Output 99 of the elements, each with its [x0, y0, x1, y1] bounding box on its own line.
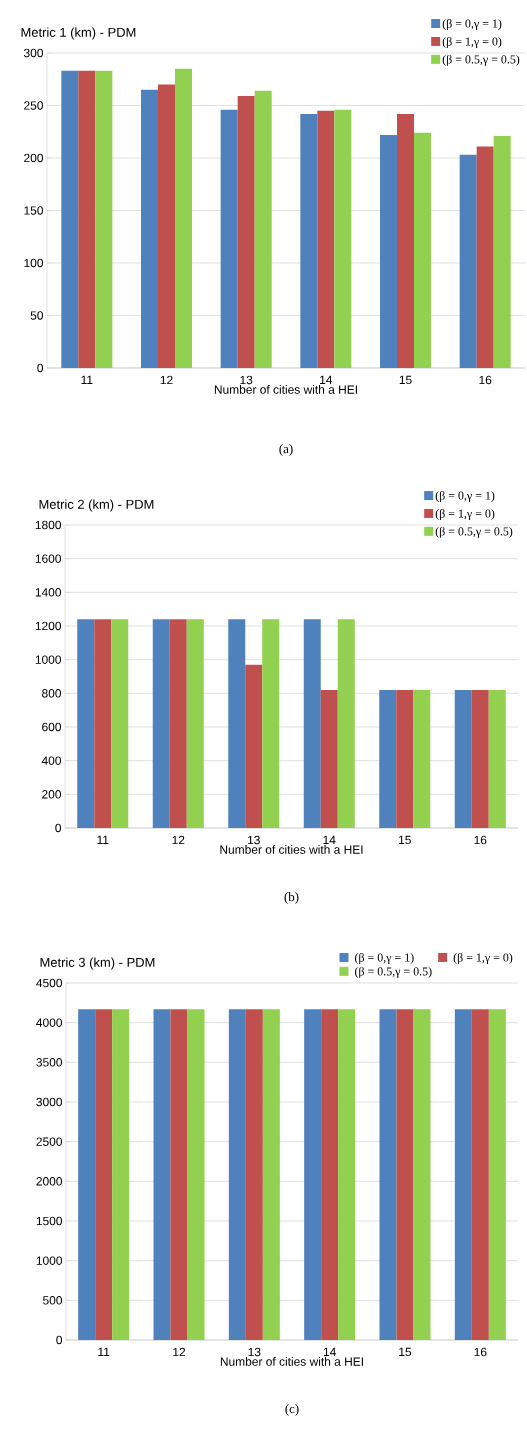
bar: [488, 689, 506, 828]
bar: [320, 689, 338, 828]
y-tick-label: 300: [23, 48, 44, 58]
chart-title: Metric 2 (km) - PDM: [39, 499, 154, 512]
legend-label: (β = 0,γ = 1): [435, 491, 495, 503]
legend-label: (β = 1,γ = 0): [435, 508, 495, 520]
bar: [317, 110, 335, 368]
x-tick-label: 16: [474, 835, 487, 845]
bar: [95, 70, 113, 368]
chart-title: Metric 1 (km) - PDM: [21, 27, 136, 40]
y-tick-label: 0: [37, 363, 44, 373]
text: (b): [284, 892, 299, 904]
bar: [303, 619, 321, 828]
y-tick-label: 4500: [36, 978, 63, 988]
bar: [237, 96, 255, 368]
y-tick-label: 1000: [36, 1256, 63, 1265]
bar: [61, 70, 79, 368]
y-tick-label: 2500: [36, 1137, 63, 1146]
y-tick-label: 200: [42, 790, 62, 799]
legend-label: (β = 0,γ = 1): [355, 953, 414, 964]
x-tick-label: 11: [81, 375, 93, 384]
bar: [111, 619, 129, 828]
legend-label: (β = 0.5,γ = 0.5): [442, 54, 520, 66]
bar: [300, 113, 318, 368]
bar: [141, 89, 158, 368]
legend-label: (β = 0.5,γ = 0.5): [355, 966, 432, 978]
x-tick-label: 13: [248, 835, 260, 845]
bar: [158, 84, 175, 368]
x-tick-label: 15: [399, 1347, 412, 1357]
x-tick-label: 12: [172, 835, 185, 845]
x-axis-title: Number of cities with a HEI: [220, 845, 363, 854]
bar: [471, 689, 489, 828]
x-tick-label: 14: [323, 835, 336, 844]
bar: [78, 70, 96, 368]
y-tick-label: 200: [24, 153, 44, 163]
x-tick-label: 14: [323, 1347, 336, 1356]
y-tick-label: 500: [43, 1296, 63, 1305]
text: (c): [285, 1404, 299, 1416]
x-tick-label: 11: [98, 1347, 110, 1356]
x-tick-label: 15: [399, 835, 411, 845]
y-tick-label: 1500: [36, 1216, 63, 1226]
legend-label: (β = 0,γ = 1): [442, 19, 502, 31]
bar: [379, 689, 397, 828]
x-tick-label: 15: [399, 375, 412, 385]
bar: [413, 689, 431, 828]
y-tick-label: 250: [24, 101, 44, 110]
bar: [397, 113, 414, 368]
bar: [493, 135, 511, 368]
y-tick-label: 3500: [36, 1058, 63, 1067]
y-tick-label: 1200: [35, 621, 62, 631]
bar: [254, 90, 272, 368]
bar: [186, 619, 204, 828]
y-tick-label: 400: [41, 756, 62, 765]
chart-title: Metric 3 (km) - PDM: [40, 957, 155, 970]
x-tick-label: 13: [240, 375, 253, 385]
bar: [380, 134, 397, 368]
x-tick-label: 12: [160, 375, 173, 385]
legend-label: (β = 1,γ = 0): [442, 36, 502, 48]
x-tick-label: 11: [97, 835, 109, 844]
legend-label: (β = 0.5,γ = 0.5): [435, 526, 513, 538]
y-tick-label: 1600: [35, 554, 62, 563]
y-tick-label: 800: [42, 689, 62, 698]
bar: [476, 146, 494, 368]
y-tick-label: 1000: [35, 655, 62, 664]
bar: [337, 619, 355, 828]
x-axis-title: Number of cities with a HEI: [214, 385, 357, 394]
x-tick-label: 12: [173, 1347, 186, 1357]
x-tick-label: 16: [474, 1347, 487, 1357]
bar: [228, 619, 246, 828]
bar: [262, 619, 280, 828]
x-tick-label: 14: [320, 375, 333, 384]
y-tick-label: 0: [55, 823, 62, 833]
y-tick-label: 0: [56, 1335, 63, 1345]
bar: [175, 68, 192, 368]
bar: [454, 689, 472, 828]
y-tick-label: 150: [24, 206, 44, 215]
y-tick-label: 50: [30, 311, 44, 320]
y-tick-label: 600: [42, 722, 62, 732]
bar: [220, 109, 238, 368]
y-tick-label: 1800: [35, 520, 62, 530]
bar: [94, 619, 112, 828]
y-tick-label: 3000: [36, 1097, 63, 1107]
y-tick-label: 4000: [36, 1018, 63, 1027]
bar: [334, 109, 352, 368]
y-tick-label: 100: [24, 258, 44, 268]
bar: [414, 132, 431, 368]
x-tick-label: 13: [248, 1347, 261, 1357]
bar: [152, 619, 170, 828]
bar: [77, 619, 95, 828]
bar: [245, 664, 263, 828]
x-axis-title: Number of cities with a HEI: [220, 1357, 363, 1366]
bar: [396, 689, 414, 828]
y-tick-label: 2000: [36, 1177, 63, 1186]
text: (a): [279, 444, 293, 456]
y-tick-label: 1400: [35, 588, 62, 597]
bar: [169, 619, 187, 828]
bar: [459, 154, 477, 368]
x-tick-label: 16: [479, 375, 492, 385]
legend-label: (β = 1,γ = 0): [453, 953, 513, 964]
